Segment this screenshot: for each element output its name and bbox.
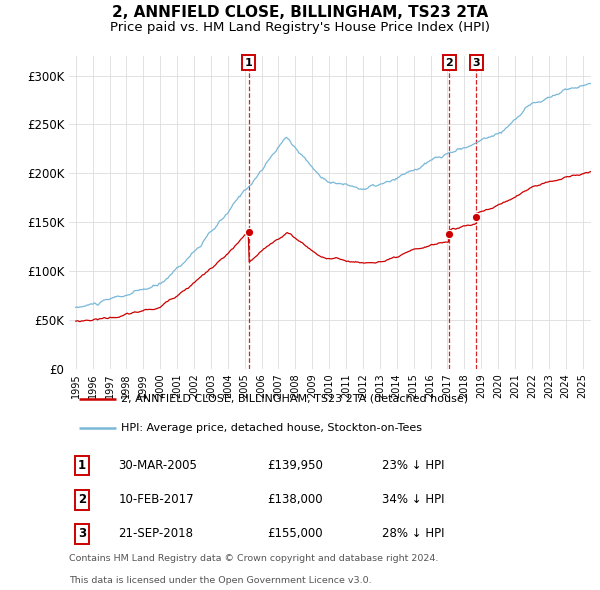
- Text: 23% ↓ HPI: 23% ↓ HPI: [382, 459, 445, 472]
- Text: HPI: Average price, detached house, Stockton-on-Tees: HPI: Average price, detached house, Stoc…: [121, 423, 422, 433]
- Text: 30-MAR-2005: 30-MAR-2005: [119, 459, 197, 472]
- Text: Price paid vs. HM Land Registry's House Price Index (HPI): Price paid vs. HM Land Registry's House …: [110, 21, 490, 34]
- Text: 2: 2: [78, 493, 86, 506]
- Text: 2: 2: [446, 58, 454, 68]
- Text: £139,950: £139,950: [268, 459, 323, 472]
- Text: 21-SEP-2018: 21-SEP-2018: [119, 527, 194, 540]
- Text: 3: 3: [473, 58, 480, 68]
- Text: £155,000: £155,000: [268, 527, 323, 540]
- Text: 2, ANNFIELD CLOSE, BILLINGHAM, TS23 2TA (detached house): 2, ANNFIELD CLOSE, BILLINGHAM, TS23 2TA …: [121, 394, 469, 404]
- Text: £138,000: £138,000: [268, 493, 323, 506]
- Text: 3: 3: [78, 527, 86, 540]
- Text: 1: 1: [78, 459, 86, 472]
- Text: 28% ↓ HPI: 28% ↓ HPI: [382, 527, 445, 540]
- Text: 1: 1: [245, 58, 253, 68]
- Text: Contains HM Land Registry data © Crown copyright and database right 2024.: Contains HM Land Registry data © Crown c…: [69, 554, 439, 563]
- Text: 34% ↓ HPI: 34% ↓ HPI: [382, 493, 445, 506]
- Text: 10-FEB-2017: 10-FEB-2017: [119, 493, 194, 506]
- Text: This data is licensed under the Open Government Licence v3.0.: This data is licensed under the Open Gov…: [69, 576, 371, 585]
- Text: 2, ANNFIELD CLOSE, BILLINGHAM, TS23 2TA: 2, ANNFIELD CLOSE, BILLINGHAM, TS23 2TA: [112, 5, 488, 19]
